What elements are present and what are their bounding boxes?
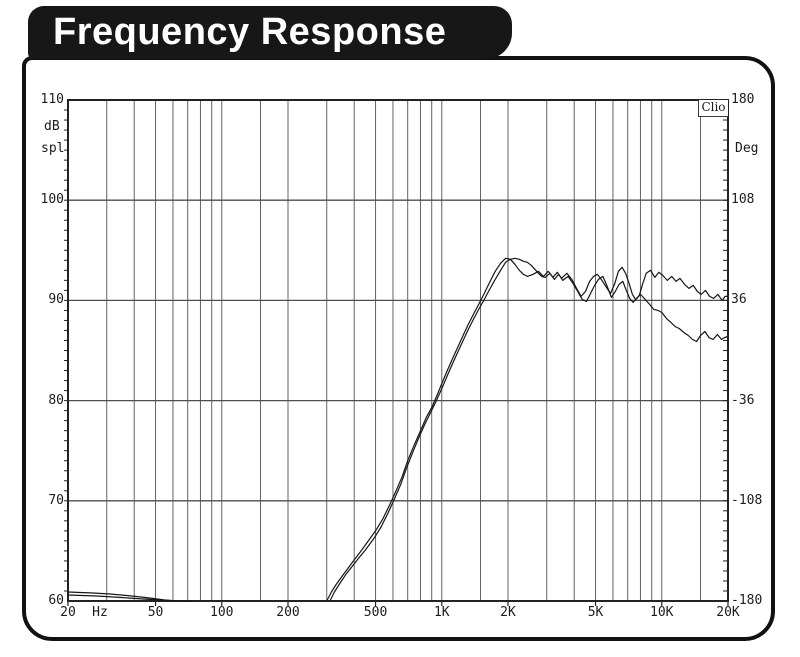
x-axis-tick-label: 100 <box>210 605 234 620</box>
left-axis-unit-spl: spl <box>41 141 65 156</box>
x-axis-tick-label: 500 <box>363 605 388 620</box>
page-title: Frequency Response <box>53 11 447 53</box>
y-left-tick-label: 100 <box>40 192 64 208</box>
y-right-tick-label: -108 <box>731 492 763 508</box>
y-left-tick-label: 110 <box>40 92 64 107</box>
y-left-tick-label: 60 <box>48 593 64 608</box>
chart-panel <box>22 56 775 641</box>
y-right-tick-label: 180 <box>731 92 755 107</box>
right-axis-unit-deg: Deg <box>735 141 759 156</box>
response-curve-a <box>326 257 728 602</box>
x-axis-tick-label: 50 <box>147 605 164 620</box>
title-banner: Frequency Response <box>28 6 512 59</box>
clio-watermark-text: Clio <box>701 100 726 114</box>
response-curve-b <box>329 257 729 602</box>
noise-floor-tail-2 <box>67 594 192 602</box>
y-left-tick-label: 70 <box>48 492 64 508</box>
clio-watermark: Clio <box>698 100 728 117</box>
y-right-tick-label: 36 <box>731 292 747 308</box>
y-right-tick-label: 108 <box>731 192 755 208</box>
x-axis-tick-label: 2K <box>500 605 516 620</box>
y-right-tick-label: -180 <box>731 593 763 608</box>
x-axis-tick-label: 200 <box>276 605 300 620</box>
x-axis-tick-label: 1K <box>433 605 450 620</box>
x-axis-tick-label: 20K <box>716 605 740 620</box>
y-left-tick-label: 90 <box>48 292 64 308</box>
x-axis-tick-label: 20 <box>60 605 76 620</box>
plot-border <box>67 99 729 602</box>
x-axis-unit-hz: Hz <box>92 605 108 620</box>
left-axis-unit-db: dB <box>44 119 60 134</box>
y-left-tick-label: 80 <box>48 392 64 408</box>
y-right-tick-label: -36 <box>731 392 755 408</box>
x-axis-tick-label: 10K <box>650 605 674 620</box>
x-axis-tick-label: 5K <box>587 605 604 620</box>
